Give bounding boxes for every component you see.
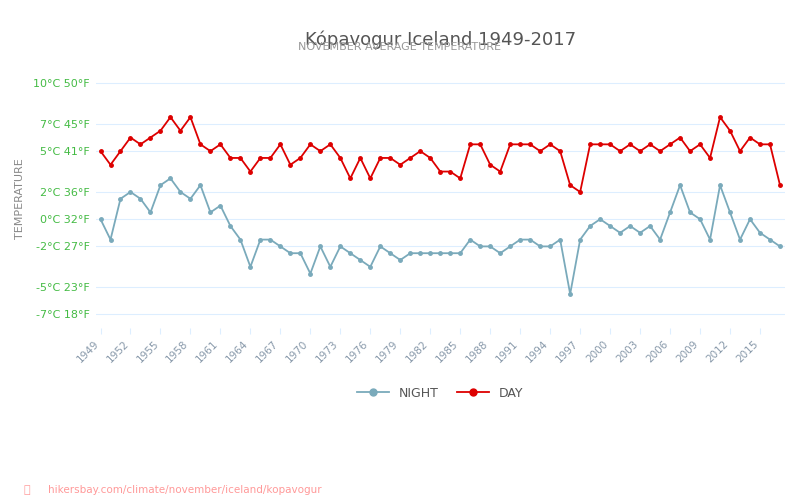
Legend: NIGHT, DAY: NIGHT, DAY	[353, 382, 528, 404]
Text: hikersbay.com/climate/november/iceland/kopavogur: hikersbay.com/climate/november/iceland/k…	[48, 485, 322, 495]
Text: 📍: 📍	[24, 485, 30, 495]
Text: NOVEMBER AVERAGE TEMPERATURE: NOVEMBER AVERAGE TEMPERATURE	[298, 42, 502, 52]
Y-axis label: TEMPERATURE: TEMPERATURE	[15, 158, 25, 239]
Title: Kópavogur Iceland 1949-2017: Kópavogur Iceland 1949-2017	[305, 30, 576, 48]
